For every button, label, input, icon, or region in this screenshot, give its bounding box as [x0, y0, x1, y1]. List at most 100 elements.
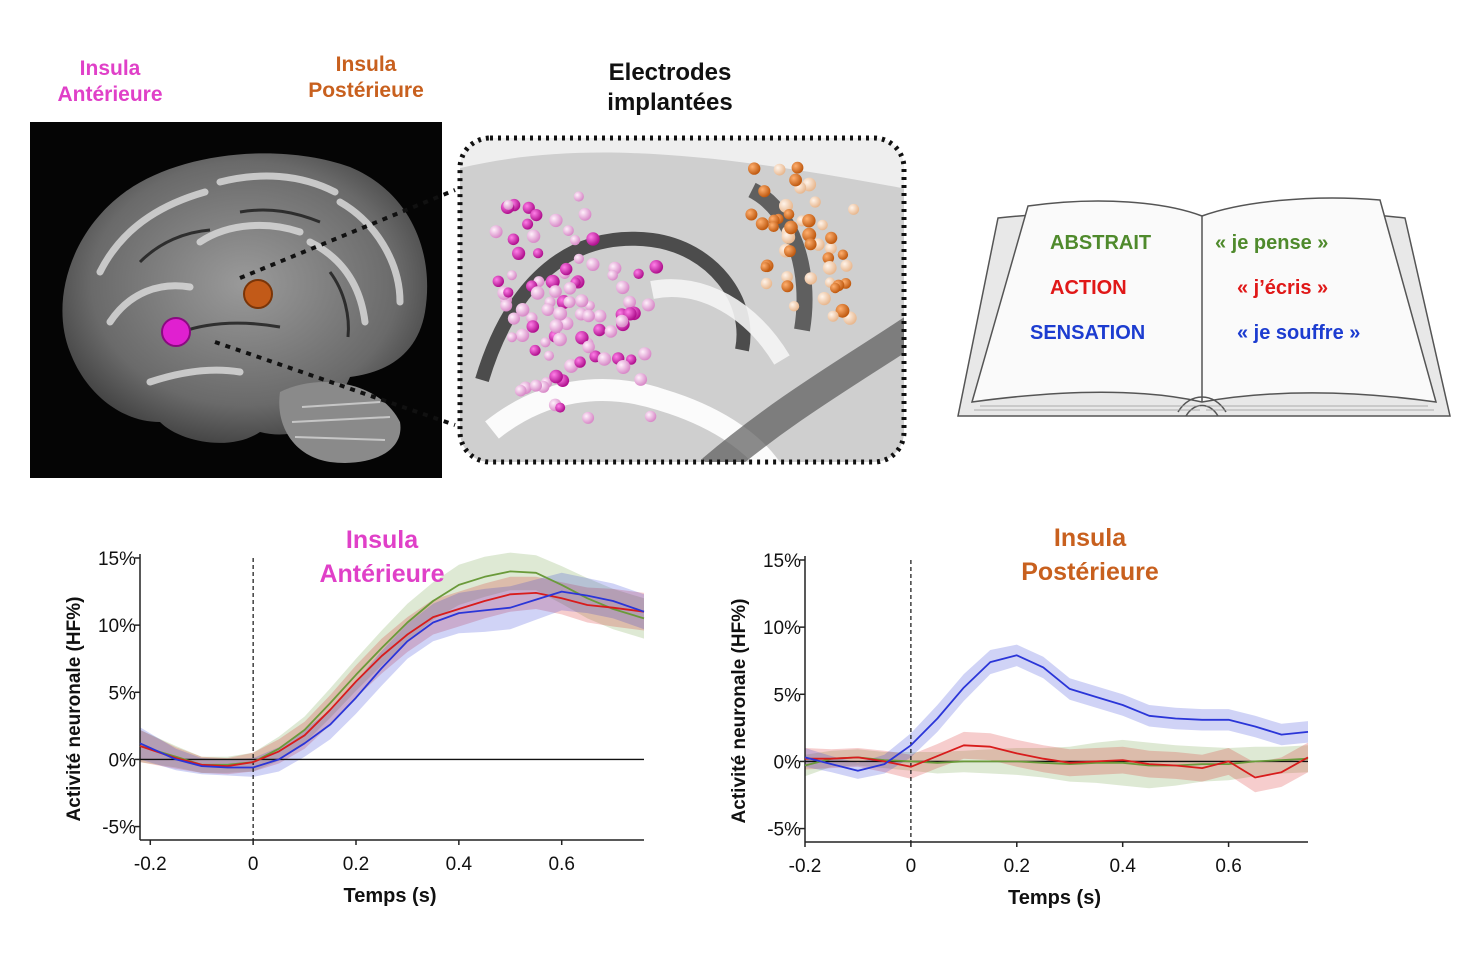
y-tick-label: 10%	[763, 618, 801, 639]
posterior-insula-marker	[243, 279, 273, 309]
book-row-abstrait-category: ABSTRAIT	[1050, 232, 1152, 254]
electrode-dot	[586, 257, 600, 271]
electrode-dot	[586, 232, 600, 246]
electrode-dot	[783, 245, 796, 258]
electrode-dot	[825, 242, 837, 255]
electrode-dot	[638, 347, 652, 361]
electrode-dot	[573, 191, 584, 202]
x-axis-label: Temps (s)	[1008, 887, 1101, 909]
electrode-dot	[615, 314, 629, 328]
electrode-dot	[784, 220, 798, 235]
y-axis-label: Activité neuronale (HF%)	[64, 597, 85, 822]
electrode-dot	[549, 369, 563, 384]
electrode-dot	[530, 209, 543, 222]
electrode-dot	[526, 229, 541, 243]
y-axis-label: Activité neuronale (HF%)	[729, 599, 750, 824]
electrode-dot	[578, 208, 592, 221]
electrode-dot	[582, 309, 595, 323]
electrode-dot	[529, 344, 541, 356]
electrode-dot	[604, 325, 618, 338]
x-tick-label: 0	[906, 856, 917, 877]
brain-mri-image	[30, 122, 442, 478]
electrode-dot	[515, 328, 530, 342]
electrode-dot	[755, 217, 769, 231]
electrode-dot	[626, 354, 637, 365]
electrode-dot	[553, 332, 567, 347]
band-sensation	[140, 572, 644, 777]
electrode-dot	[540, 337, 551, 348]
series-line-sensation	[139, 590, 645, 769]
electrode-dot	[768, 221, 779, 232]
electrode-dot	[492, 275, 504, 287]
electrode-dot	[544, 350, 554, 361]
electrode-dot	[597, 352, 612, 366]
electrodes-title-line1: Electrodes	[608, 59, 732, 86]
electrode-dot	[574, 356, 586, 368]
x-tick-label: 0.2	[1004, 856, 1030, 877]
book-illustration: ABSTRAIT « je pense » ACTION « j’écris »…	[950, 180, 1460, 445]
book-row-abstrait-example: « je pense »	[1215, 232, 1329, 254]
posterior-insula-label: Insula Postérieure	[286, 52, 446, 105]
electrode-dot	[563, 282, 577, 295]
y-tick-label: 5%	[109, 683, 137, 704]
y-tick-label: 5%	[774, 685, 802, 706]
chart-title-line: Postérieure	[1021, 558, 1159, 586]
electrode-dot	[522, 201, 535, 214]
y-tick-label: 15%	[98, 549, 136, 570]
electrode-dot	[748, 162, 761, 175]
electrode-dot	[582, 411, 595, 424]
series-line-action	[139, 592, 645, 767]
y-tick-label: 0%	[109, 750, 137, 771]
electrodes-title: Electrodes implantées	[560, 58, 780, 118]
electrode-dot	[549, 319, 564, 333]
electrode-dot	[804, 238, 817, 251]
x-tick-label: 0.4	[1109, 856, 1136, 877]
electrode-dot	[788, 301, 800, 312]
y-tick-label: 10%	[98, 616, 136, 637]
electrode-dot	[837, 249, 849, 260]
book-row-action-category: ACTION	[1050, 277, 1127, 299]
electrode-dot	[563, 296, 576, 308]
x-tick-label: -0.2	[134, 854, 167, 875]
series-line-abstrait	[139, 570, 645, 766]
electrode-dot	[802, 227, 817, 242]
book-row-sensation-example: « je souffre »	[1237, 322, 1361, 344]
chart-anterior-insula: -5% 0% 5% 10% 15% -0.2 0 0.2 0.4 0.6 Temps (s) Acti…	[64, 526, 645, 907]
electrode-dot	[514, 384, 527, 397]
y-tick-label: -5%	[767, 820, 801, 841]
electrode-dot	[541, 303, 555, 316]
electrode-dot	[553, 306, 568, 321]
band-sensation	[805, 644, 1308, 779]
anterior-label-line2: Antérieure	[57, 83, 163, 107]
x-axis-label: Temps (s)	[344, 885, 437, 907]
electrode-dot	[781, 271, 793, 283]
electrode-dot	[522, 218, 534, 230]
book-row-action-example: « j’écris »	[1237, 277, 1329, 299]
electrode-dot	[835, 303, 850, 318]
electrode-dot	[570, 235, 581, 246]
electrode-dot	[616, 360, 631, 374]
open-book-icon	[957, 197, 1451, 417]
electrode-dot	[817, 292, 831, 306]
electrode-dot	[582, 340, 595, 354]
electrodes-title-line2: implantées	[607, 89, 733, 116]
x-tick-label: 0.6	[1215, 856, 1241, 877]
electrode-dot	[560, 316, 574, 331]
electrode-dot	[623, 295, 636, 309]
electrode-dot	[760, 262, 771, 273]
posterior-label-line2: Postérieure	[308, 79, 424, 103]
electrode-dot	[503, 287, 514, 298]
electrode-dot	[593, 323, 606, 337]
chart-title-line: Insula	[346, 526, 419, 554]
chart-title-line: Antérieure	[319, 560, 444, 588]
electrode-dot	[781, 280, 794, 293]
electrode-dot	[507, 233, 520, 246]
electrode-dot	[503, 199, 514, 210]
electrode-dot	[560, 262, 573, 276]
electrode-dot	[830, 282, 841, 294]
electrode-dot	[634, 373, 648, 386]
electrode-dot	[575, 331, 589, 345]
book-row-sensation-category: SENSATION	[1030, 322, 1146, 344]
electrode-dot	[848, 203, 860, 215]
x-tick-label: 0.2	[343, 854, 369, 875]
